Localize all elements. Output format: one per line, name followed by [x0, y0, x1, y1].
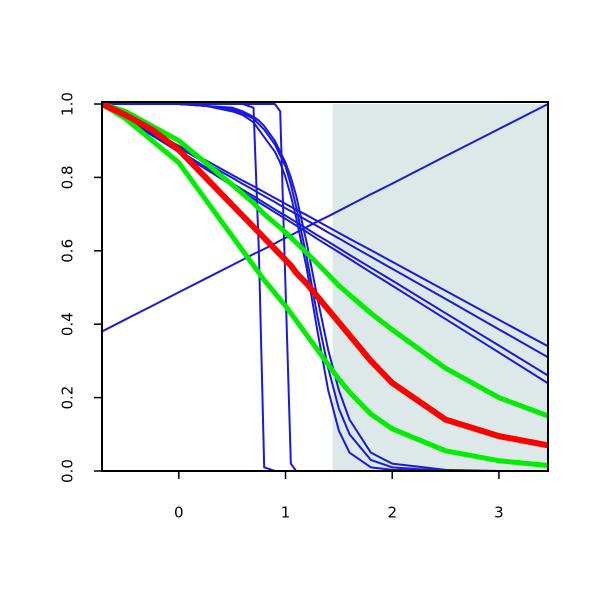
plot-frame [101, 101, 549, 472]
series-line [102, 103, 548, 377]
x-tick-label: 1 [281, 504, 291, 522]
y-tick-label: 0.4 [59, 312, 77, 336]
y-tick-label: 0.6 [59, 239, 77, 263]
x-tick-label: 2 [387, 504, 397, 522]
x-tick-label: 3 [494, 504, 504, 522]
x-tick-label: 0 [174, 504, 184, 522]
y-tick-label: 0.0 [59, 459, 77, 483]
y-tick-label: 1.0 [59, 92, 77, 116]
series-line [102, 103, 548, 472]
series-line [102, 101, 548, 468]
series-line [102, 103, 548, 385]
series-line [102, 103, 548, 333]
y-tick-label: 0.8 [59, 165, 77, 189]
series-line [102, 101, 548, 419]
series-line [102, 101, 548, 449]
y-tick-label: 0.2 [59, 386, 77, 410]
